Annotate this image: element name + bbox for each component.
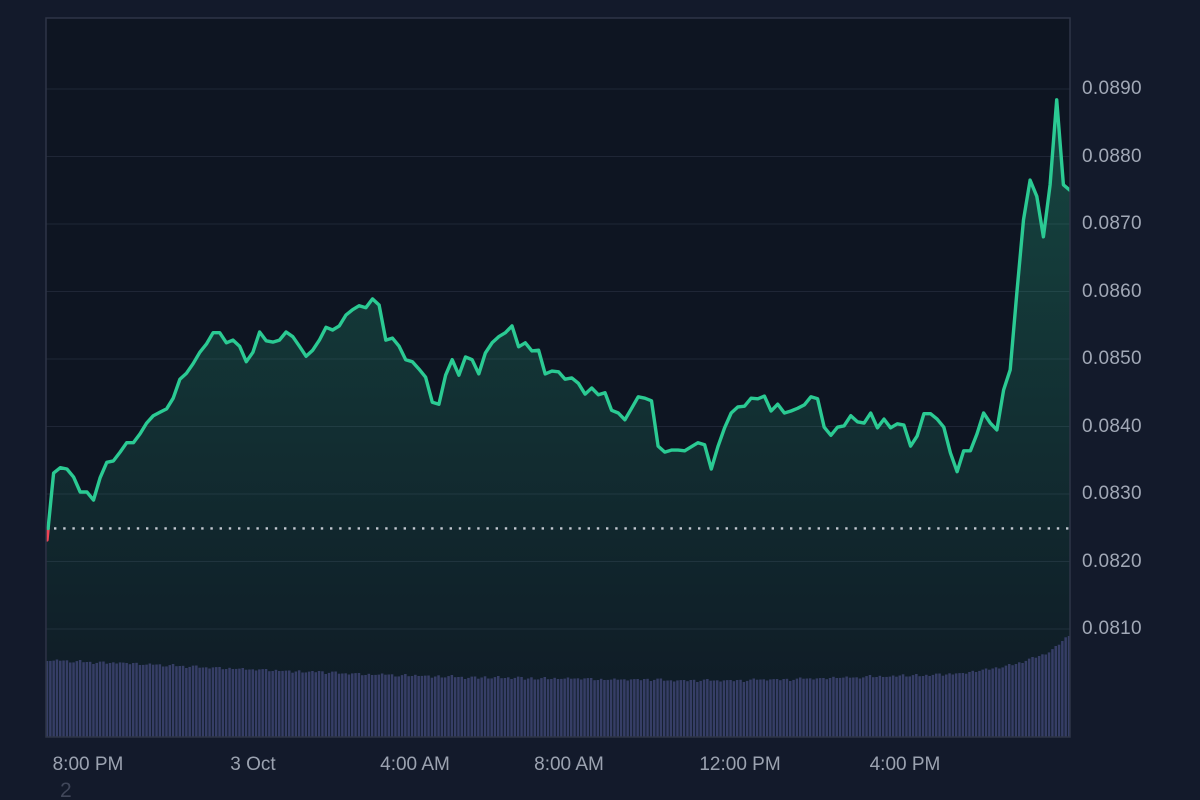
x-axis-label: 12:00 PM <box>699 754 781 775</box>
price-line <box>46 98 1070 531</box>
x-axis-label: 3 Oct <box>230 754 276 775</box>
pane-border <box>45 17 1071 738</box>
y-axis-label: 0.0870 <box>1082 213 1142 234</box>
y-axis-label: 0.0880 <box>1082 145 1142 167</box>
volume-bars <box>45 636 1071 738</box>
y-axis-label: 0.0830 <box>1082 483 1142 504</box>
x-axis-label: 4:00 AM <box>380 754 450 775</box>
y-axis-label: 0.0820 <box>1082 550 1142 572</box>
x-axis-label: 8:00 PM <box>52 754 124 775</box>
y-axis-label: 0.0860 <box>1082 280 1142 302</box>
price-line-below-baseline <box>46 526 50 542</box>
y-axis-label: 0.0840 <box>1082 415 1142 437</box>
x-axis-label: 8:00 AM <box>534 754 604 775</box>
y-axis-label: 0.0850 <box>1082 348 1142 369</box>
clipped-date-label: 2 <box>60 779 72 800</box>
y-axis-label: 0.0810 <box>1082 618 1142 639</box>
y-axis-label: 0.0890 <box>1082 78 1142 99</box>
price-area-fill <box>47 99 1070 737</box>
x-axis-label: 4:00 PM <box>869 754 941 775</box>
